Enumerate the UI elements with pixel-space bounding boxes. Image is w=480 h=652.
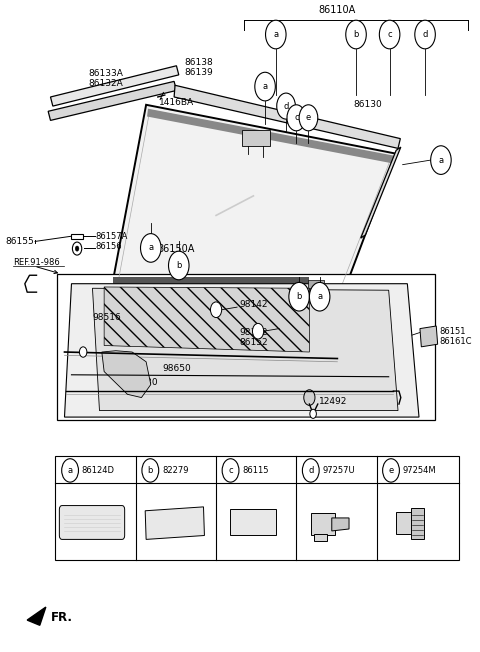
Circle shape [310, 282, 330, 311]
Text: a: a [68, 466, 72, 475]
Text: 86155: 86155 [5, 237, 34, 246]
Circle shape [211, 302, 222, 318]
Text: a: a [263, 82, 268, 91]
Text: 98142: 98142 [240, 300, 268, 309]
Circle shape [415, 20, 435, 49]
Circle shape [62, 459, 79, 482]
Text: 86138: 86138 [184, 58, 213, 67]
Text: d: d [422, 30, 428, 39]
Text: 86156: 86156 [96, 242, 122, 251]
Circle shape [75, 246, 79, 251]
Text: 86139: 86139 [184, 68, 213, 78]
Text: 98142: 98142 [240, 328, 268, 337]
Text: 97254M: 97254M [403, 466, 436, 475]
Polygon shape [411, 508, 424, 539]
Polygon shape [332, 518, 349, 531]
Circle shape [79, 347, 87, 357]
Polygon shape [360, 147, 401, 238]
Polygon shape [64, 284, 419, 417]
Polygon shape [311, 513, 335, 535]
Circle shape [222, 459, 239, 482]
Circle shape [142, 459, 159, 482]
Polygon shape [48, 82, 177, 121]
Polygon shape [113, 276, 310, 289]
Polygon shape [111, 105, 396, 290]
Text: 1416BA: 1416BA [159, 98, 194, 108]
Text: FR.: FR. [50, 611, 72, 624]
Circle shape [168, 251, 189, 280]
Polygon shape [174, 85, 400, 149]
Polygon shape [147, 109, 393, 164]
Circle shape [265, 20, 286, 49]
Text: a: a [317, 292, 322, 301]
Polygon shape [230, 509, 276, 535]
Text: c: c [294, 113, 299, 123]
Text: 86133A: 86133A [88, 69, 123, 78]
Text: e: e [306, 113, 311, 123]
Circle shape [304, 390, 315, 406]
Polygon shape [93, 288, 398, 411]
Text: 97257U: 97257U [323, 466, 355, 475]
Polygon shape [314, 534, 327, 541]
Polygon shape [145, 507, 204, 539]
Text: d: d [283, 102, 289, 111]
Bar [55, 456, 459, 560]
Text: b: b [297, 292, 302, 301]
Text: 12492: 12492 [319, 397, 347, 406]
Text: a: a [148, 243, 153, 252]
Text: 86130: 86130 [354, 100, 383, 110]
Circle shape [277, 93, 295, 119]
Polygon shape [104, 287, 310, 352]
Circle shape [289, 282, 310, 311]
Polygon shape [102, 351, 151, 398]
Circle shape [379, 20, 400, 49]
Text: a: a [273, 30, 278, 39]
Text: 86124D: 86124D [82, 466, 115, 475]
Circle shape [383, 459, 399, 482]
Bar [58, 274, 435, 421]
Circle shape [302, 459, 319, 482]
Circle shape [431, 146, 451, 174]
Polygon shape [27, 607, 46, 625]
Text: e: e [388, 466, 394, 475]
Text: b: b [353, 30, 359, 39]
Text: c: c [387, 30, 392, 39]
Circle shape [141, 233, 161, 262]
Text: 86132A: 86132A [88, 80, 123, 89]
Text: 86150A: 86150A [158, 244, 195, 254]
Polygon shape [396, 512, 414, 534]
Text: 86152: 86152 [240, 338, 268, 348]
Text: b: b [148, 466, 153, 475]
Text: 86157A: 86157A [96, 231, 128, 241]
Polygon shape [50, 66, 179, 106]
Text: b: b [176, 261, 181, 270]
Polygon shape [72, 233, 83, 239]
Circle shape [255, 72, 276, 101]
Circle shape [287, 105, 306, 131]
Text: d: d [308, 466, 313, 475]
Circle shape [310, 409, 316, 419]
Circle shape [299, 105, 318, 131]
Text: 82279: 82279 [162, 466, 189, 475]
Polygon shape [420, 326, 438, 347]
Text: 86110A: 86110A [319, 5, 356, 15]
Text: 86115: 86115 [242, 466, 269, 475]
Text: 98516: 98516 [93, 313, 121, 322]
Text: 86161C: 86161C [439, 337, 471, 346]
Text: c: c [228, 466, 233, 475]
Text: 98650: 98650 [162, 364, 191, 373]
FancyBboxPatch shape [60, 505, 125, 539]
Circle shape [346, 20, 366, 49]
Text: a: a [438, 156, 444, 164]
Polygon shape [309, 280, 324, 288]
Text: 86151: 86151 [439, 327, 466, 336]
Text: REF.91-986: REF.91-986 [13, 258, 60, 267]
Circle shape [252, 323, 264, 339]
Circle shape [72, 242, 82, 255]
Polygon shape [242, 130, 270, 147]
Text: 86430: 86430 [130, 378, 158, 387]
